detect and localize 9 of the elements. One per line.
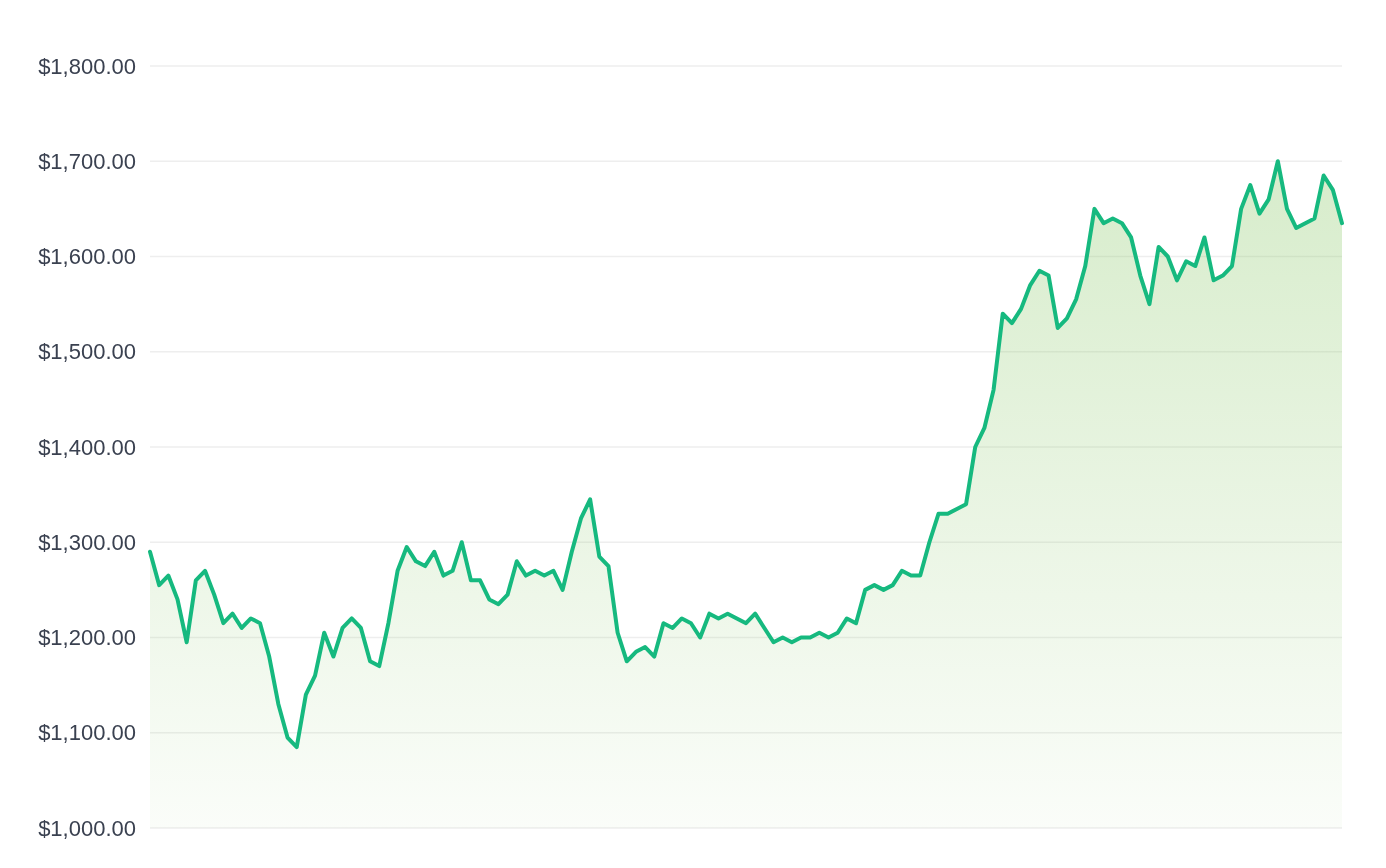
y-tick-label: $1,100.00 bbox=[38, 720, 136, 746]
y-tick-label: $1,200.00 bbox=[38, 625, 136, 651]
y-tick-label: $1,400.00 bbox=[38, 434, 136, 460]
y-tick-label: $1,600.00 bbox=[38, 244, 136, 270]
y-tick-label: $1,300.00 bbox=[38, 529, 136, 555]
y-tick-label: $1,000.00 bbox=[38, 815, 136, 841]
y-tick-label: $1,700.00 bbox=[38, 148, 136, 174]
y-tick-label: $1,800.00 bbox=[38, 53, 136, 79]
y-tick-label: $1,500.00 bbox=[38, 339, 136, 365]
